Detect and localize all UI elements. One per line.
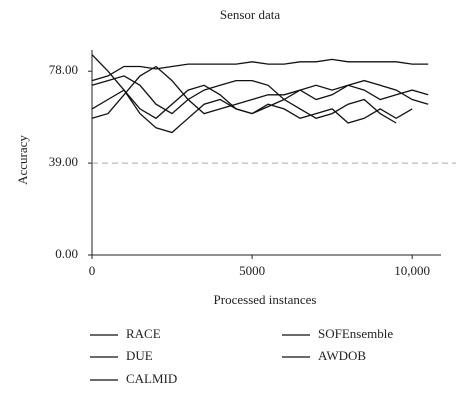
series-line [91, 89, 413, 134]
x-axis-label: Processed instances [214, 292, 317, 307]
series-line [91, 65, 429, 119]
legend-label: SOFEnsemble [318, 326, 393, 341]
y-tick-label: 78.00 [49, 62, 78, 77]
series-line [91, 75, 429, 115]
legend-label: AWDOB [318, 348, 366, 363]
series-line [91, 58, 429, 82]
x-tick-label: 0 [89, 263, 96, 278]
y-tick-label: 39.00 [49, 154, 78, 169]
series-line [91, 54, 397, 124]
x-tick-label: 5000 [239, 263, 265, 278]
x-tick-label: 10,000 [394, 263, 430, 278]
legend-label: RACE [126, 326, 161, 341]
chart-title: Sensor data [220, 7, 281, 22]
y-axis-label: Accuracy [15, 135, 30, 185]
legend-label: CALMID [126, 371, 177, 386]
y-tick-label: 0.00 [55, 246, 78, 261]
legend-label: DUE [126, 348, 153, 363]
